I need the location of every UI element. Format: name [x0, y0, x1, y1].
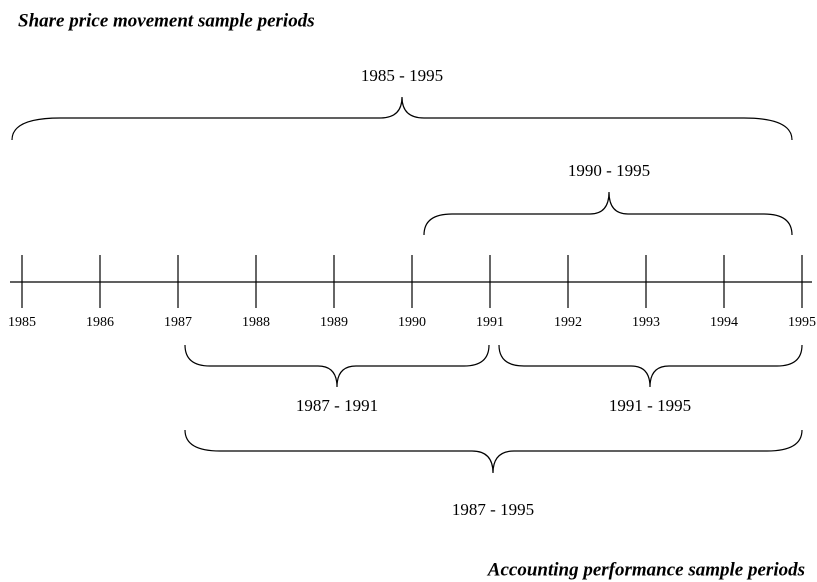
- year-label: 1985: [8, 315, 36, 330]
- brace: [184, 344, 490, 388]
- brace: [11, 96, 793, 141]
- year-label: 1989: [320, 315, 348, 330]
- brace: [498, 344, 803, 388]
- footer-title: Accounting performance sample periods: [487, 559, 805, 580]
- brace: [423, 191, 793, 236]
- brace: [184, 429, 803, 474]
- year-label: 1992: [554, 315, 582, 330]
- year-label: 1986: [86, 315, 114, 330]
- period-label: 1985 - 1995: [361, 66, 443, 85]
- year-label: 1993: [632, 315, 660, 330]
- period-label: 1987 - 1991: [296, 396, 378, 415]
- year-label: 1994: [710, 315, 738, 330]
- period-label: 1990 - 1995: [568, 161, 650, 180]
- year-label: 1990: [398, 315, 426, 330]
- year-label: 1988: [242, 315, 270, 330]
- timeline: 1985 1986 1987 1988 1989 1990 1991 1992 1993 1994…: [8, 255, 816, 330]
- header-title: Share price movement sample periods: [18, 10, 315, 31]
- period-label: 1987 - 1995: [452, 500, 534, 519]
- year-label: 1987: [164, 315, 192, 330]
- period-label: 1991 - 1995: [609, 396, 691, 415]
- year-label: 1995: [788, 315, 816, 330]
- year-label: 1991: [476, 315, 504, 330]
